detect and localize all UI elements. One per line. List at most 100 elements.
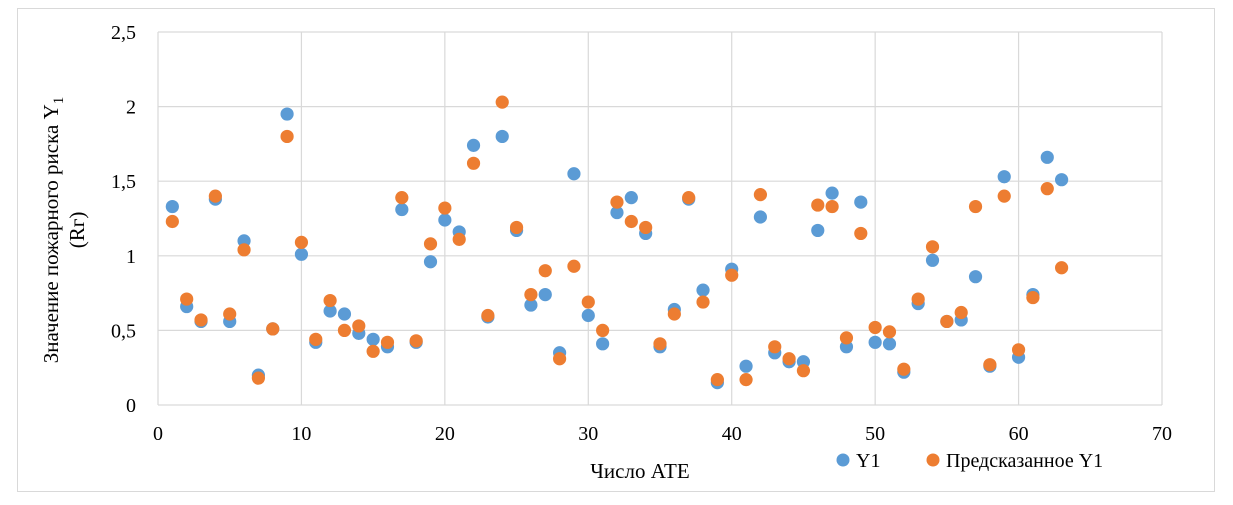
legend: Y1 Предсказанное Y1: [836, 450, 1103, 472]
y1-point: [466, 138, 481, 152]
y1-point: [854, 195, 868, 209]
predicted-y1-point: [624, 214, 638, 229]
predicted-y1-point: [323, 293, 337, 308]
y1-point: [624, 191, 638, 205]
predicted-y1-point: [796, 364, 811, 378]
x-tick-label: 0: [153, 423, 163, 445]
data-points: [165, 95, 1069, 390]
predicted-y1-point: [983, 358, 997, 372]
predicted-y1-point: [495, 95, 509, 109]
predicted-y1-point: [352, 319, 366, 333]
predicted-y1-point: [925, 240, 940, 254]
predicted-y1-point: [997, 189, 1011, 203]
x-axis-ticks: 0 10 20 30 40 50 60 70: [153, 423, 1172, 445]
predicted-y1-point: [208, 189, 222, 203]
predicted-y1-point: [710, 373, 724, 387]
y1-point: [366, 332, 380, 346]
y-tick-label: 0: [126, 395, 136, 417]
y-axis-title-subscript: 1: [51, 97, 67, 105]
legend-item-predicted: Предсказанное Y1: [926, 450, 1103, 472]
x-tick-label: 60: [1009, 423, 1029, 445]
x-tick-label: 20: [435, 423, 455, 445]
y1-point: [395, 202, 409, 217]
predicted-y1-point: [466, 156, 481, 170]
predicted-y1-point: [380, 335, 395, 349]
x-tick-label: 10: [291, 423, 311, 445]
legend-marker-y1: [836, 453, 850, 467]
predicted-y1-point: [940, 314, 954, 329]
predicted-y1-point: [753, 188, 768, 202]
predicted-y1-point: [538, 264, 552, 278]
y1-point: [294, 247, 309, 261]
predicted-y1-point: [553, 352, 567, 366]
predicted-y1-point: [667, 307, 681, 321]
y-tick-label: 0,5: [111, 320, 136, 342]
predicted-y1-point: [768, 340, 782, 354]
y-tick-label: 1: [126, 246, 136, 268]
predicted-y1-point: [653, 337, 667, 351]
y1-point: [581, 308, 595, 323]
predicted-y1-point: [839, 331, 854, 345]
predicted-y1-point: [280, 129, 294, 144]
predicted-y1-point: [438, 201, 452, 215]
predicted-y1-point: [1055, 261, 1069, 275]
legend-label-predicted: Предсказанное Y1: [946, 450, 1103, 472]
y1-point: [753, 210, 768, 224]
y1-point: [825, 186, 839, 200]
y-axis-title: Значение пожарного риска Y1 (Rг): [39, 97, 89, 363]
y1-point: [538, 287, 552, 302]
y1-point: [1055, 173, 1069, 187]
predicted-y1-point: [854, 226, 868, 241]
y1-point: [739, 359, 753, 373]
predicted-y1-point: [337, 323, 352, 337]
y-axis-title-unit: (Rг): [65, 212, 89, 249]
y1-point: [323, 304, 337, 318]
predicted-y1-point: [366, 344, 380, 358]
predicted-y1-point: [825, 199, 839, 214]
x-tick-label: 30: [578, 423, 598, 445]
predicted-y1-point: [811, 198, 825, 212]
predicted-y1-point: [682, 191, 696, 205]
y-tick-label: 2,5: [111, 22, 136, 44]
y-axis-ticks: 0 0,5 1 1,5 2 2,5: [111, 22, 136, 417]
predicted-y1-point: [567, 259, 581, 273]
predicted-y1-point: [897, 362, 911, 376]
y1-point: [423, 255, 438, 269]
x-tick-label: 50: [865, 423, 885, 445]
predicted-y1-point: [954, 305, 968, 320]
predicted-y1-point: [696, 295, 710, 309]
predicted-y1-point: [223, 307, 237, 321]
y1-point: [696, 283, 710, 297]
y1-point: [567, 167, 581, 181]
predicted-y1-point: [251, 371, 265, 385]
x-tick-label: 70: [1152, 423, 1172, 445]
legend-marker-predicted: [926, 453, 940, 467]
predicted-y1-point: [452, 232, 466, 246]
y1-point: [610, 205, 624, 220]
predicted-y1-point: [481, 308, 495, 323]
y1-point: [868, 335, 882, 349]
y1-point: [524, 298, 538, 312]
predicted-y1-point: [180, 292, 194, 306]
predicted-y1-point: [194, 313, 208, 327]
predicted-y1-point: [509, 220, 524, 235]
predicted-y1-point: [524, 287, 538, 302]
predicted-y1-point: [725, 268, 739, 282]
x-axis-title: Число АТЕ: [590, 459, 689, 483]
y1-point: [997, 170, 1011, 184]
predicted-y1-point: [409, 334, 423, 348]
legend-label-y1: Y1: [856, 450, 880, 472]
gridlines: [157, 31, 1163, 406]
predicted-y1-point: [639, 220, 653, 235]
predicted-y1-point: [1011, 343, 1026, 357]
y1-point: [925, 253, 940, 267]
chart-frame: [17, 8, 1215, 492]
y1-point: [165, 199, 179, 214]
predicted-y1-point: [309, 332, 323, 346]
predicted-y1-point: [782, 352, 796, 366]
predicted-y1-point: [581, 295, 595, 309]
predicted-y1-point: [596, 323, 610, 337]
predicted-y1-point: [395, 191, 409, 205]
y1-point: [280, 107, 294, 121]
